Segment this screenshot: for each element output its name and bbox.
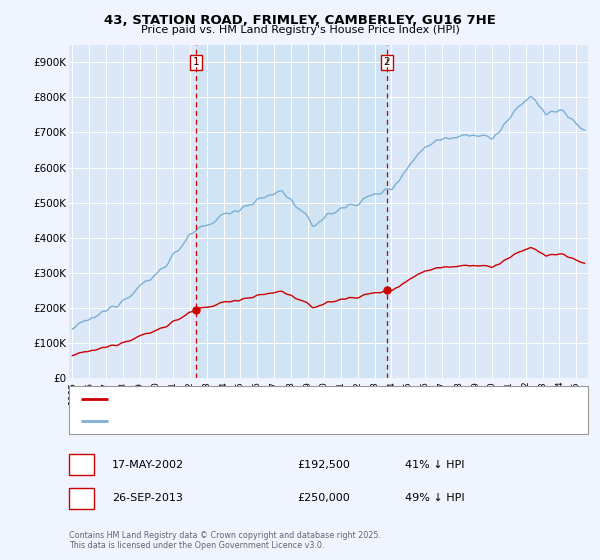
Bar: [196, 45, 387, 378]
Text: Price paid vs. HM Land Registry's House Price Index (HPI): Price paid vs. HM Land Registry's House …: [140, 25, 460, 35]
Text: £250,000: £250,000: [297, 493, 350, 503]
Text: 1: 1: [78, 458, 85, 472]
Text: 26-SEP-2013: 26-SEP-2013: [112, 493, 183, 503]
Text: 1: 1: [193, 57, 200, 67]
Text: 41% ↓ HPI: 41% ↓ HPI: [405, 460, 464, 470]
Text: 2: 2: [78, 492, 85, 505]
Text: Contains HM Land Registry data © Crown copyright and database right 2025.
This d: Contains HM Land Registry data © Crown c…: [69, 530, 381, 550]
Text: £192,500: £192,500: [297, 460, 350, 470]
Text: 17-MAY-2002: 17-MAY-2002: [112, 460, 184, 470]
Text: 2: 2: [383, 57, 390, 67]
Text: HPI: Average price, detached house, Surrey Heath: HPI: Average price, detached house, Surr…: [114, 416, 359, 426]
Text: 49% ↓ HPI: 49% ↓ HPI: [405, 493, 464, 503]
Text: 43, STATION ROAD, FRIMLEY, CAMBERLEY, GU16 7HE (detached house): 43, STATION ROAD, FRIMLEY, CAMBERLEY, GU…: [114, 394, 463, 404]
Text: 43, STATION ROAD, FRIMLEY, CAMBERLEY, GU16 7HE: 43, STATION ROAD, FRIMLEY, CAMBERLEY, GU…: [104, 14, 496, 27]
